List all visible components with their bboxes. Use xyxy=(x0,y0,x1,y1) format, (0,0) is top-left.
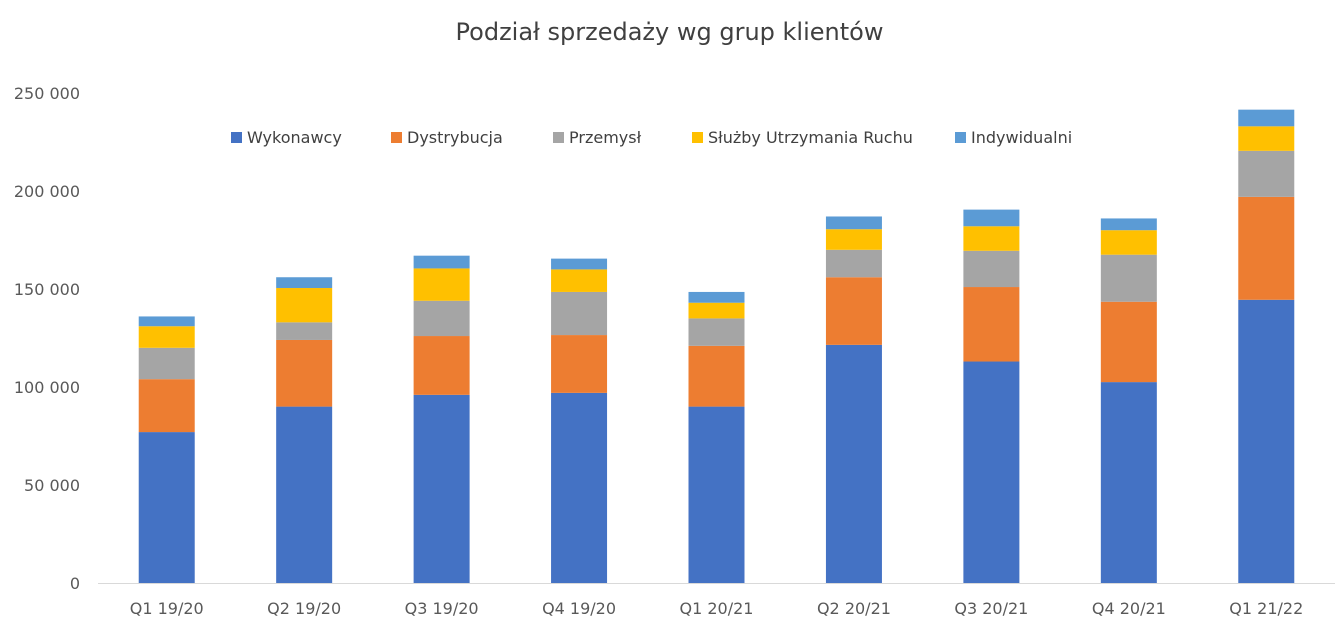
bar-segment-przemysł-7 xyxy=(963,250,1020,288)
bar-segment-dystrybucja-6 xyxy=(825,277,882,345)
bar-segment-służby-utrzymania-ruchu-6 xyxy=(825,229,882,250)
bar-segment-przemysł-8 xyxy=(1100,254,1157,302)
legend-item-indywidualni: Indywidualni xyxy=(955,128,1072,147)
bar-segment-służby-utrzymania-ruchu-9 xyxy=(1238,126,1295,151)
legend-item-dystrybucja: Dystrybucja xyxy=(391,128,503,147)
y-tick-label: 250 000 xyxy=(14,84,80,103)
legend-label: Dystrybucja xyxy=(407,128,503,147)
bar-segment-dystrybucja-4 xyxy=(551,335,608,393)
legend-swatch xyxy=(231,132,242,143)
legend-swatch xyxy=(391,132,402,143)
legend-item-przemysł: Przemysł xyxy=(553,128,641,147)
legend-label: Indywidualni xyxy=(971,128,1073,147)
y-axis-labels: 0 50 000 100 000 150 000 200 000 250 000 xyxy=(14,84,80,593)
bar-segment-wykonawcy-6 xyxy=(825,344,882,583)
x-tick-label: Q4 20/21 xyxy=(1092,599,1166,618)
legend-swatch xyxy=(955,132,966,143)
bar-segment-dystrybucja-3 xyxy=(413,336,470,395)
bar-segment-indywidualni-2 xyxy=(276,277,333,289)
y-tick-label: 100 000 xyxy=(14,378,80,397)
y-tick-label: 200 000 xyxy=(14,182,80,201)
bar-segment-służby-utrzymania-ruchu-7 xyxy=(963,226,1020,251)
legend-swatch xyxy=(553,132,564,143)
bar-segment-wykonawcy-4 xyxy=(551,392,608,583)
legend-item-służby-utrzymania-ruchu: Służby Utrzymania Ruchu xyxy=(692,128,913,147)
bar-segment-indywidualni-5 xyxy=(688,291,745,303)
x-tick-label: Q2 20/21 xyxy=(817,599,891,618)
bar-segment-dystrybucja-2 xyxy=(276,339,333,407)
y-tick-label: 50 000 xyxy=(24,476,80,495)
bar-segment-przemysł-1 xyxy=(138,347,195,380)
bar-segment-wykonawcy-9 xyxy=(1238,299,1295,583)
y-tick-label: 0 xyxy=(70,574,80,593)
bar-segment-indywidualni-3 xyxy=(413,255,470,269)
bar-segment-dystrybucja-7 xyxy=(963,287,1020,362)
bar-segment-wykonawcy-8 xyxy=(1100,382,1157,583)
x-tick-label: Q3 19/20 xyxy=(405,599,479,618)
bar-segment-wykonawcy-3 xyxy=(413,394,470,583)
bar-segment-przemysł-5 xyxy=(688,318,745,346)
bar-segment-służby-utrzymania-ruchu-1 xyxy=(138,326,195,348)
legend-item-wykonawcy: Wykonawcy xyxy=(231,128,342,147)
chart-title: Podział sprzedaży wg grup klientów xyxy=(455,18,884,46)
x-tick-label: Q1 20/21 xyxy=(680,599,754,618)
bar-segment-służby-utrzymania-ruchu-2 xyxy=(276,288,333,323)
bar-segment-wykonawcy-1 xyxy=(138,432,195,583)
bar-segment-przemysł-3 xyxy=(413,300,470,337)
bar-segment-przemysł-6 xyxy=(825,249,882,278)
bars-group xyxy=(138,109,1295,583)
bar-segment-służby-utrzymania-ruchu-4 xyxy=(551,269,608,292)
bar-segment-indywidualni-8 xyxy=(1100,218,1157,231)
bar-segment-przemysł-9 xyxy=(1238,150,1295,197)
legend-label: Przemysł xyxy=(569,128,642,147)
legend-swatch xyxy=(692,132,703,143)
bar-segment-służby-utrzymania-ruchu-3 xyxy=(413,268,470,301)
bar-segment-wykonawcy-5 xyxy=(688,406,745,583)
x-axis-labels: Q1 19/20 Q2 19/20 Q3 19/20 Q4 19/20 Q1 20/21… xyxy=(130,599,1304,618)
legend: Wykonawcy Dystrybucja Przemysł Służby Utrzy… xyxy=(0,128,1339,152)
bar-segment-dystrybucja-1 xyxy=(138,379,195,433)
bar-segment-dystrybucja-9 xyxy=(1238,196,1295,300)
y-tick-label: 150 000 xyxy=(14,280,80,299)
legend-label: Wykonawcy xyxy=(247,128,342,147)
bar-segment-dystrybucja-5 xyxy=(688,345,745,407)
bar-segment-służby-utrzymania-ruchu-5 xyxy=(688,302,745,319)
x-tick-label: Q1 21/22 xyxy=(1229,599,1303,618)
bar-segment-indywidualni-4 xyxy=(551,258,608,270)
x-tick-label: Q4 19/20 xyxy=(542,599,616,618)
legend-label: Służby Utrzymania Ruchu xyxy=(708,128,913,147)
bar-segment-przemysł-2 xyxy=(276,322,333,340)
bar-segment-przemysł-4 xyxy=(551,291,608,336)
bar-segment-dystrybucja-8 xyxy=(1100,301,1157,383)
bar-segment-indywidualni-7 xyxy=(963,209,1020,227)
bar-segment-indywidualni-9 xyxy=(1238,109,1295,127)
bar-segment-wykonawcy-7 xyxy=(963,361,1020,583)
bar-segment-wykonawcy-2 xyxy=(276,406,333,583)
bar-segment-służby-utrzymania-ruchu-8 xyxy=(1100,230,1157,255)
x-tick-label: Q1 19/20 xyxy=(130,599,204,618)
bar-segment-indywidualni-1 xyxy=(138,316,195,327)
x-tick-label: Q3 20/21 xyxy=(954,599,1028,618)
bar-segment-indywidualni-6 xyxy=(825,216,882,230)
x-tick-label: Q2 19/20 xyxy=(267,599,341,618)
